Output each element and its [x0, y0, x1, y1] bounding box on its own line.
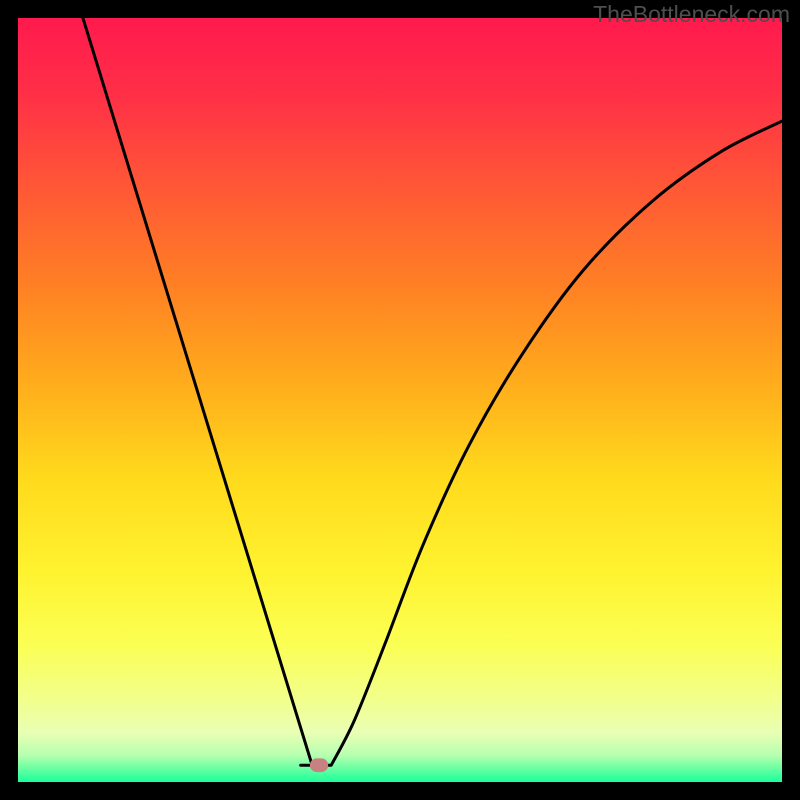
optimal-marker [310, 758, 328, 772]
chart-frame: TheBottleneck.com [0, 0, 800, 800]
watermark-text: TheBottleneck.com [593, 1, 790, 28]
gradient-background [18, 18, 782, 782]
bottleneck-chart [0, 0, 800, 800]
